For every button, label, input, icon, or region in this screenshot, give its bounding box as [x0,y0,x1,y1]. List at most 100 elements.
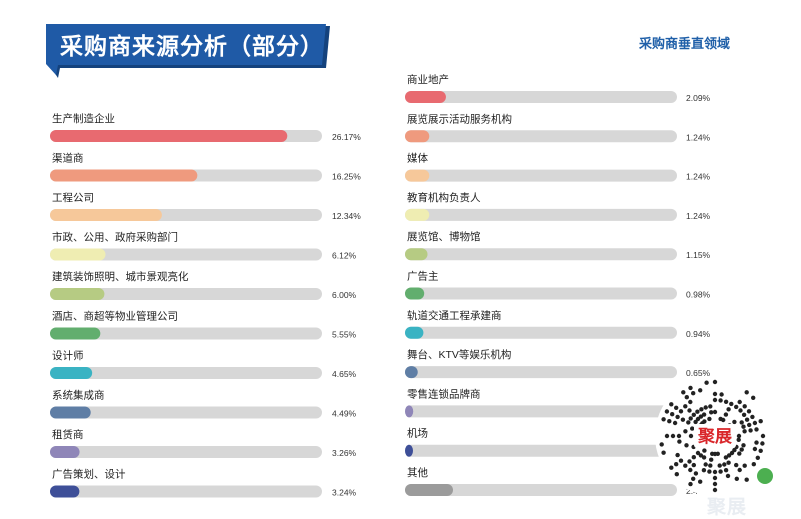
qr-dot [661,450,666,455]
category-label: 酒店、商超等物业管理公司 [52,310,178,323]
value-label: 1.24% [686,172,711,182]
qr-dot [698,414,704,419]
qr-dot [742,429,747,434]
qr-dot [703,405,708,410]
category-label: 教育机构负责人 [407,191,481,204]
bar [50,169,198,182]
qr-dot [741,412,747,417]
qr-dot [712,397,718,403]
qr-dot [698,479,703,484]
qr-dot [751,462,756,467]
qr-dot [691,462,696,468]
value-label: 0.94% [686,329,711,339]
qr-dot [680,417,686,422]
bar [50,327,101,340]
bar-track [405,287,677,300]
qr-dot [712,475,718,481]
qr-dot [674,462,679,467]
bar-track [405,484,677,496]
qr-dot [688,416,693,421]
category-label: 舞台、KTV等娱乐机构 [407,348,511,361]
bar-track [50,406,322,419]
qr-dot [667,419,672,424]
qr-dot [707,469,712,474]
category-label: 商业地产 [407,73,449,86]
qr-dot [739,420,744,425]
qr-dot [687,459,692,464]
qr-dot [695,450,701,456]
qr-dot [729,401,734,407]
bar [50,209,162,221]
bar [405,366,418,379]
qr-dot [701,455,707,460]
qr-dot [744,417,750,422]
qr-dot [723,468,729,473]
value-label: 3.26% [332,448,357,458]
bar [50,248,106,261]
value-label: 6.12% [332,251,357,261]
value-label: 2.09% [686,93,711,103]
qr-dot [758,448,763,453]
qr-dot [675,452,680,458]
qr-dot [678,409,684,414]
qr-dot [688,467,693,473]
qr-dot [754,427,759,432]
qr-dot [751,395,756,400]
qr-dot [710,451,715,456]
qr-dot [722,462,727,467]
qr-dot [669,465,674,470]
qr-dot [664,433,670,439]
qr-dot [691,476,696,481]
qr-dot [708,463,713,468]
category-label: 展览展示活动服务机构 [407,112,512,125]
qr-dot [760,441,765,446]
qr-badge-bg [694,424,736,448]
qr-dot [695,416,701,422]
qr-dot [704,380,709,385]
bar [405,326,424,339]
category-label: 媒体 [407,152,428,165]
bar-track [405,405,677,418]
qr-dot [723,412,729,417]
qr-dot [742,463,747,468]
qr-dot [670,412,675,417]
bar-track [50,485,322,498]
qr-dot [675,414,680,420]
qr-dot [744,477,749,482]
qr-dot [683,463,688,468]
qr-dot [734,404,739,410]
bar [50,406,91,419]
qr-dot [712,469,718,475]
category-label: 展览馆、博物馆 [407,230,481,243]
qr-dot [698,388,703,393]
qr-corner-logo [757,468,773,484]
bar [50,130,288,142]
bar [405,169,430,182]
category-label: 其他 [407,466,428,479]
bar-track [405,130,677,143]
qr-dot [737,451,742,456]
qr-code[interactable]: 聚展 [654,375,776,497]
category-label: 工程公司 [52,192,94,204]
qr-dot [737,399,742,405]
qr-dot [732,419,737,425]
qr-dot [698,453,704,458]
watermark-logo: 聚展 [707,497,748,518]
chart-title: 采购商来源分析（部分） [60,33,324,59]
qr-dot [726,453,732,458]
qr-dot [688,399,693,405]
qr-dot [703,462,708,467]
qr-dot [712,481,718,487]
bar-track [405,91,677,103]
bar-track [405,444,677,457]
qr-dot [683,404,688,409]
qr-dot [738,408,743,413]
qr-dot [736,433,742,439]
value-label: 4.49% [332,409,357,419]
category-label: 市政、公用、政府采购部门 [52,231,178,244]
bar [50,288,105,300]
qr-dot [691,391,696,396]
qr-dot [725,473,731,479]
bar-track [405,208,677,221]
qr-dot [736,437,741,442]
